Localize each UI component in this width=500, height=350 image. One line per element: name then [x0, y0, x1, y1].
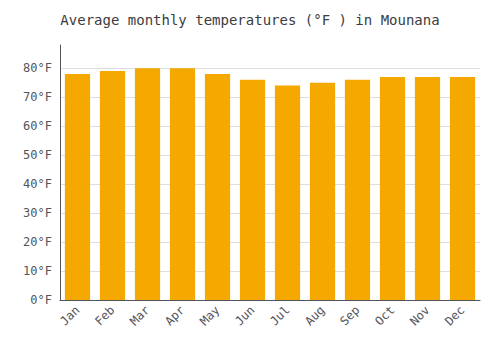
svg-text:40°F: 40°F: [23, 177, 52, 191]
svg-text:Feb: Feb: [92, 303, 117, 328]
svg-text:Average monthly temperatures (: Average monthly temperatures (°F ) in Mo…: [60, 12, 439, 28]
svg-text:Apr: Apr: [162, 303, 187, 328]
svg-text:Dec: Dec: [442, 303, 467, 328]
svg-text:May: May: [197, 303, 222, 328]
svg-text:Jul: Jul: [267, 303, 292, 328]
svg-text:Mar: Mar: [127, 303, 152, 328]
svg-text:Jan: Jan: [57, 303, 82, 328]
svg-text:Sep: Sep: [337, 303, 362, 328]
svg-text:80°F: 80°F: [23, 61, 52, 75]
svg-text:Nov: Nov: [407, 303, 432, 328]
svg-text:70°F: 70°F: [23, 90, 52, 104]
svg-text:60°F: 60°F: [23, 119, 52, 133]
svg-text:10°F: 10°F: [23, 264, 52, 278]
svg-text:50°F: 50°F: [23, 148, 52, 162]
svg-text:0°F: 0°F: [30, 293, 52, 307]
svg-text:Oct: Oct: [372, 303, 397, 328]
svg-text:Jun: Jun: [232, 303, 257, 328]
svg-text:20°F: 20°F: [23, 235, 52, 249]
svg-text:Aug: Aug: [302, 303, 327, 328]
svg-text:30°F: 30°F: [23, 206, 52, 220]
